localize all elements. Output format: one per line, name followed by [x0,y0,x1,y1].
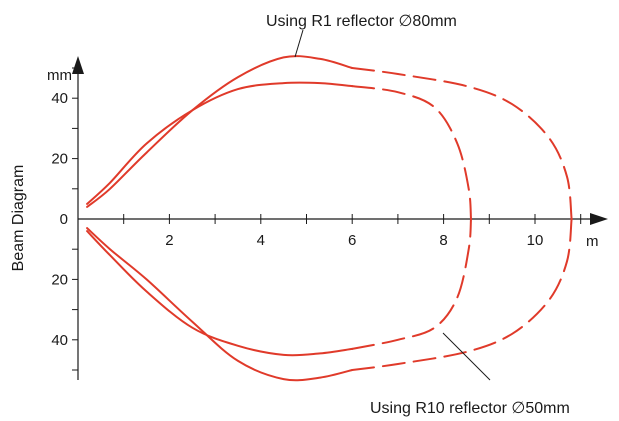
beam-series-1-lower-dashed [351,218,573,371]
annotation-r1: Using R1 reflector ∅80mm [266,13,457,30]
beam-series-2-upper-solid [86,81,354,205]
x-tick-label: 8 [439,232,447,249]
beam-series-2-lower-solid [86,230,354,357]
x-axis-arrow [590,213,608,225]
y-tick-label-lower: 40 [51,332,68,349]
leader-r10 [442,332,491,381]
x-tick-label: 6 [348,232,356,249]
annotation-r10: Using R10 reflector ∅50mm [370,400,570,417]
beam-series-1-lower-solid [86,227,354,382]
beam-series-1-upper-dashed [351,67,573,220]
x-tick-label: 10 [527,232,544,249]
y-axis-arrow [72,56,84,74]
beam-series-2-upper-dashed [351,85,472,220]
y-tick-label-lower: 20 [51,271,68,288]
leader-r1 [294,29,304,58]
beam-curves [86,55,573,382]
beam-series-1-upper-solid [86,55,354,208]
y-tick-label-upper: 0 [60,211,68,228]
x-tick-label: 4 [257,232,265,249]
x-tick-label: 2 [165,232,173,249]
y-axis-title: Beam Diagram [10,165,27,272]
y-ticks-upper: 40 20 0 [51,67,78,228]
x-ticks: 2 4 6 8 10 [123,214,582,249]
y-unit-label: mm [47,67,72,84]
beam-series-2-lower-dashed [351,218,472,350]
y-tick-label-upper: 40 [51,90,68,107]
x-unit-label: m [586,233,599,250]
y-tick-label-upper: 20 [51,151,68,168]
